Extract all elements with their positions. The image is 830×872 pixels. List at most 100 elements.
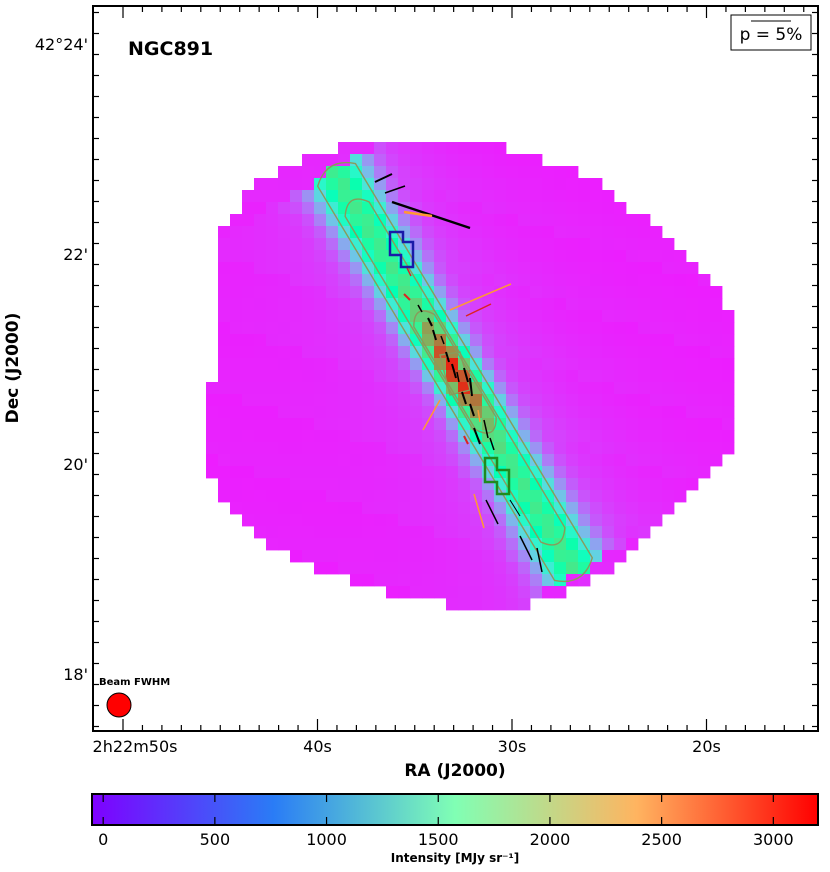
heatmap-pixel <box>434 478 447 491</box>
heatmap-pixel <box>686 478 699 491</box>
heatmap-pixel <box>542 334 555 347</box>
heatmap-pixel <box>566 298 579 311</box>
heatmap-pixel <box>542 286 555 299</box>
heatmap-pixel <box>218 286 231 299</box>
heatmap-pixel <box>314 334 327 347</box>
heatmap-pixel <box>602 538 615 551</box>
heatmap-pixel <box>530 202 543 215</box>
heatmap-pixel <box>446 178 459 191</box>
heatmap-pixel <box>614 358 627 371</box>
heatmap-pixel <box>422 358 435 371</box>
heatmap-pixel <box>374 406 387 419</box>
x-tick-labels: 2h22m50s 40s 30s 20s <box>93 737 721 756</box>
heatmap-pixel <box>386 322 399 335</box>
heatmap-pixel <box>530 250 543 263</box>
heatmap-pixel <box>494 562 507 575</box>
heatmap-pixel <box>302 154 315 167</box>
heatmap-pixel <box>326 370 339 383</box>
heatmap-pixel <box>446 142 459 155</box>
heatmap-pixel <box>566 238 579 251</box>
heatmap-pixel <box>686 370 699 383</box>
heatmap-pixel <box>674 442 687 455</box>
heatmap-pixel <box>482 238 495 251</box>
heatmap-pixel <box>374 334 387 347</box>
heatmap-pixel <box>626 406 639 419</box>
heatmap-pixel <box>302 190 315 203</box>
heatmap-pixel <box>266 538 279 551</box>
heatmap-pixel <box>410 286 423 299</box>
contours <box>316 161 594 583</box>
heatmap-pixel <box>566 466 579 479</box>
heatmap-pixel <box>578 322 591 335</box>
heatmap-pixel <box>302 394 315 407</box>
heatmap-pixel <box>446 466 459 479</box>
heatmap-pixel <box>422 226 435 239</box>
heatmap-pixel <box>566 418 579 431</box>
heatmap-pixel <box>386 526 399 539</box>
heatmap-pixel <box>422 562 435 575</box>
heatmap-pixel <box>362 310 375 323</box>
heatmap-pixel <box>458 262 471 275</box>
heatmap-pixel <box>698 454 711 467</box>
heatmap-pixel <box>254 478 267 491</box>
heatmap-pixel <box>506 394 519 407</box>
heatmap-pixel <box>578 454 591 467</box>
heatmap-pixel <box>626 358 639 371</box>
heatmap-pixel <box>362 382 375 395</box>
heatmap-pixel <box>290 298 303 311</box>
heatmap-pixel <box>470 454 483 467</box>
heatmap-pixel <box>446 514 459 527</box>
heatmap-pixel <box>410 358 423 371</box>
heatmap-pixel <box>422 490 435 503</box>
heatmap-pixel <box>290 178 303 191</box>
heatmap-pixel <box>206 394 219 407</box>
heatmap-pixel <box>290 274 303 287</box>
heatmap-pixel <box>482 538 495 551</box>
heatmap-pixel <box>338 526 351 539</box>
heatmap-pixel <box>374 250 387 263</box>
heatmap-pixel <box>230 214 243 227</box>
heatmap-pixel <box>278 310 291 323</box>
heatmap-pixel <box>542 526 555 539</box>
heatmap-pixel <box>518 586 531 599</box>
heatmap-pixel <box>374 502 387 515</box>
heatmap-pixel <box>506 358 519 371</box>
heatmap-pixel <box>278 286 291 299</box>
heatmap-pixel <box>398 526 411 539</box>
heatmap-pixel <box>518 334 531 347</box>
heatmap-pixel <box>506 238 519 251</box>
heatmap-pixel <box>230 250 243 263</box>
heatmap-pixel <box>602 238 615 251</box>
heatmap-pixel <box>362 394 375 407</box>
colorbar-ticks: 0 500 1000 1500 2000 2500 3000 <box>98 794 794 849</box>
heatmap-pixel <box>662 286 675 299</box>
heatmap-pixel <box>242 442 255 455</box>
heatmap-pixel <box>722 358 735 371</box>
heatmap-pixel <box>386 274 399 287</box>
heatmap-pixel <box>410 382 423 395</box>
heatmap-pixel <box>518 418 531 431</box>
heatmap-pixel <box>218 394 231 407</box>
heatmap-pixel <box>434 514 447 527</box>
heatmap-pixel <box>266 466 279 479</box>
heatmap-pixel <box>626 442 639 455</box>
beam-circle <box>106 692 132 718</box>
heatmap-pixel <box>350 178 363 191</box>
heatmap-pixel <box>374 322 387 335</box>
heatmap-pixel <box>458 562 471 575</box>
heatmap-pixel <box>566 250 579 263</box>
heatmap-pixel <box>506 322 519 335</box>
heatmap-pixel <box>506 190 519 203</box>
heatmap-pixel <box>698 322 711 335</box>
heatmap-pixel <box>626 346 639 359</box>
heatmap-pixel <box>578 262 591 275</box>
heatmap-pixel <box>278 202 291 215</box>
heatmap-pixel <box>590 334 603 347</box>
heatmap-pixel <box>278 478 291 491</box>
heatmap-pixel <box>314 250 327 263</box>
heatmap-pixel <box>554 238 567 251</box>
heatmap-pixel <box>530 298 543 311</box>
heatmap-pixel <box>506 166 519 179</box>
heatmap-pixel <box>242 454 255 467</box>
